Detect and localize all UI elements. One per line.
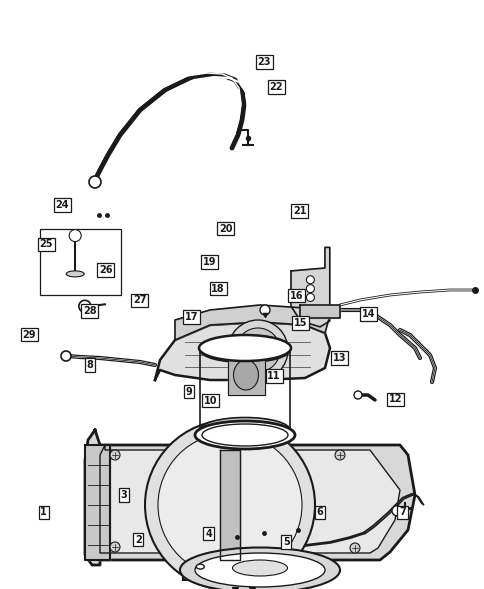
Circle shape	[353, 391, 361, 399]
Text: 14: 14	[361, 309, 375, 319]
Polygon shape	[85, 430, 414, 565]
Polygon shape	[175, 305, 329, 340]
Circle shape	[145, 420, 314, 589]
Text: 9: 9	[185, 387, 192, 396]
Text: 15: 15	[293, 318, 307, 327]
Text: 7: 7	[398, 508, 405, 517]
Text: 17: 17	[184, 312, 198, 322]
Circle shape	[110, 450, 120, 460]
Circle shape	[61, 351, 71, 361]
Polygon shape	[220, 450, 240, 560]
Ellipse shape	[195, 421, 294, 449]
Text: 2: 2	[135, 535, 141, 544]
Text: 16: 16	[289, 291, 303, 300]
Circle shape	[69, 230, 81, 241]
Text: 3: 3	[120, 490, 127, 499]
Circle shape	[79, 300, 91, 312]
Text: 18: 18	[211, 284, 225, 293]
Ellipse shape	[66, 271, 84, 277]
Circle shape	[259, 305, 270, 315]
Circle shape	[391, 506, 401, 516]
Text: 1: 1	[40, 508, 47, 517]
Text: 4: 4	[205, 529, 212, 538]
Polygon shape	[85, 445, 110, 560]
Text: 28: 28	[83, 306, 96, 316]
Text: 20: 20	[218, 224, 232, 233]
Text: 26: 26	[99, 265, 112, 274]
Circle shape	[158, 433, 302, 577]
Bar	[40, 229, 121, 294]
Circle shape	[334, 450, 344, 460]
Ellipse shape	[195, 553, 324, 587]
Ellipse shape	[199, 337, 289, 362]
Text: 24: 24	[55, 200, 69, 210]
Polygon shape	[227, 355, 264, 395]
Text: 10: 10	[204, 396, 217, 405]
Polygon shape	[100, 445, 399, 553]
Text: 21: 21	[292, 206, 306, 216]
Circle shape	[306, 284, 314, 293]
Text: 5: 5	[282, 537, 289, 547]
Polygon shape	[300, 305, 339, 318]
Text: 22: 22	[269, 82, 283, 92]
Circle shape	[306, 293, 314, 302]
Circle shape	[227, 320, 287, 380]
Text: 11: 11	[267, 371, 280, 380]
Ellipse shape	[196, 564, 204, 569]
Ellipse shape	[180, 548, 339, 589]
Ellipse shape	[201, 424, 287, 446]
Text: 6: 6	[316, 508, 323, 517]
Circle shape	[349, 543, 359, 553]
Text: 25: 25	[39, 240, 53, 249]
Ellipse shape	[199, 418, 289, 442]
Text: 12: 12	[388, 395, 401, 404]
Circle shape	[236, 328, 279, 372]
Ellipse shape	[232, 560, 287, 576]
Ellipse shape	[198, 335, 290, 361]
Text: 19: 19	[202, 257, 216, 267]
Text: 27: 27	[133, 296, 146, 305]
Text: 29: 29	[22, 330, 36, 339]
Circle shape	[110, 542, 120, 552]
Ellipse shape	[233, 360, 258, 390]
Circle shape	[89, 176, 101, 188]
Polygon shape	[290, 247, 329, 327]
Text: 23: 23	[257, 57, 271, 67]
Bar	[183, 488, 287, 580]
Circle shape	[306, 276, 314, 284]
Text: 13: 13	[332, 353, 346, 363]
Text: 8: 8	[86, 360, 93, 370]
Polygon shape	[155, 322, 329, 380]
